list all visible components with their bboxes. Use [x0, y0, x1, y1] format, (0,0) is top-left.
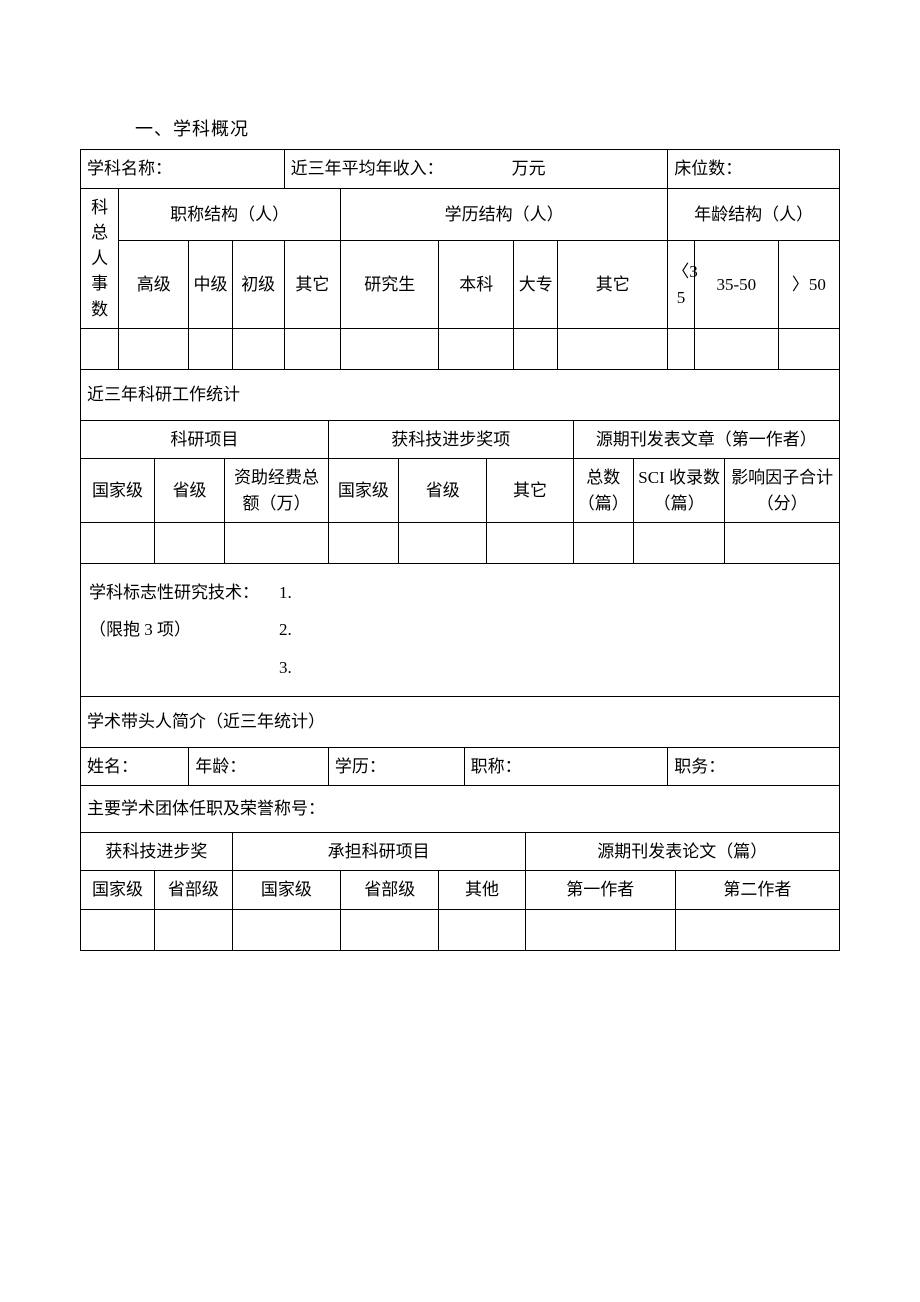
leader-name: 姓名：	[81, 747, 189, 786]
ldr-proj-provmin-val	[341, 909, 439, 950]
award-provincial-val	[399, 523, 487, 564]
proj-national: 国家级	[81, 459, 155, 523]
grad-val	[341, 329, 439, 370]
bachelor-val	[439, 329, 514, 370]
sig-2: 2.	[279, 620, 292, 639]
college-label: 大专	[514, 241, 558, 329]
proj-national-val	[81, 523, 155, 564]
sig-1: 1.	[279, 583, 292, 602]
age-gt50: 〉50	[778, 241, 839, 329]
age-gt50-val	[778, 329, 839, 370]
ldr-proj-provmin: 省部级	[341, 871, 439, 910]
projects-header: 科研项目	[81, 420, 329, 459]
age-3550: 35-50	[694, 241, 778, 329]
ldr-projects-header: 承担科研项目	[232, 832, 525, 871]
award-other-val	[487, 523, 573, 564]
award-national: 国家级	[328, 459, 398, 523]
age-lt35: 〈35	[668, 241, 695, 329]
subject-name-cell: 学科名称：	[81, 150, 285, 189]
section-title: 一、学科概况	[135, 115, 840, 141]
avg-income-label: 近三年平均年收入：	[291, 159, 444, 178]
award-other: 其它	[487, 459, 573, 523]
title-struct-header: 职称结构（人）	[119, 188, 341, 241]
ldr-award-national-val	[81, 909, 155, 950]
junior-label: 初级	[232, 241, 284, 329]
awards-header: 获科技进步奖项	[328, 420, 573, 459]
ldr-awards-header: 获科技进步奖	[81, 832, 233, 871]
paper-sci: SCI 收录数（篇）	[633, 459, 725, 523]
ldr-paper-first-val	[525, 909, 675, 950]
ldr-paper-second-val	[675, 909, 839, 950]
avg-income-cell: 近三年平均年收入： 万元	[284, 150, 668, 189]
avg-income-unit: 万元	[512, 159, 546, 178]
bachelor-label: 本科	[439, 241, 514, 329]
ldr-proj-national-val	[232, 909, 340, 950]
junior-val	[232, 329, 284, 370]
ldr-papers-header: 源期刊发表论文（篇）	[525, 832, 839, 871]
edu-struct-header: 学历结构（人）	[341, 188, 668, 241]
form-table: 学科名称： 近三年平均年收入： 万元 床位数： 科总人事数 职称结构（人） 学历…	[80, 149, 840, 951]
age-lt35-val	[668, 329, 695, 370]
ldr-paper-second: 第二作者	[675, 871, 839, 910]
college-val	[514, 329, 558, 370]
other2-label: 其它	[558, 241, 668, 329]
ldr-award-provmin: 省部级	[154, 871, 232, 910]
grad-label: 研究生	[341, 241, 439, 329]
paper-if: 影响因子合计（分）	[725, 459, 840, 523]
mid-label: 中级	[189, 241, 232, 329]
senior-val	[119, 329, 189, 370]
paper-sci-val	[633, 523, 725, 564]
age-3550-val	[694, 329, 778, 370]
ldr-award-national: 国家级	[81, 871, 155, 910]
paper-total: 总数（篇）	[573, 459, 633, 523]
leader-position: 职务：	[668, 747, 840, 786]
signature-tech-cell: 学科标志性研究技术：1. （限抱 3 项）2. 3.	[81, 564, 840, 697]
senior-label: 高级	[119, 241, 189, 329]
sig-limit: （限抱 3 项）	[89, 611, 279, 648]
ldr-paper-first: 第一作者	[525, 871, 675, 910]
honors-cell: 主要学术团体任职及荣誉称号：	[81, 786, 840, 833]
ldr-proj-national: 国家级	[232, 871, 340, 910]
leader-title: 职称：	[464, 747, 668, 786]
leader-edu: 学历：	[328, 747, 464, 786]
proj-funding-val	[225, 523, 329, 564]
staff-total-val	[81, 329, 119, 370]
papers-header: 源期刊发表文章（第一作者）	[573, 420, 839, 459]
research-header: 近三年科研工作统计	[81, 370, 840, 421]
award-provincial: 省级	[399, 459, 487, 523]
paper-total-val	[573, 523, 633, 564]
paper-if-val	[725, 523, 840, 564]
proj-provincial-val	[154, 523, 224, 564]
beds-cell: 床位数：	[668, 150, 840, 189]
other1-label: 其它	[284, 241, 340, 329]
sig-3: 3.	[279, 658, 292, 677]
sig-label: 学科标志性研究技术：	[89, 574, 279, 611]
age-struct-header: 年龄结构（人）	[668, 188, 840, 241]
proj-provincial: 省级	[154, 459, 224, 523]
proj-funding: 资助经费总额（万）	[225, 459, 329, 523]
leader-header: 学术带头人简介（近三年统计）	[81, 697, 840, 748]
ldr-proj-other-val	[439, 909, 525, 950]
ldr-award-provmin-val	[154, 909, 232, 950]
ldr-proj-other: 其他	[439, 871, 525, 910]
award-national-val	[328, 523, 398, 564]
staff-total-label: 科总人事数	[81, 188, 119, 329]
other2-val	[558, 329, 668, 370]
other1-val	[284, 329, 340, 370]
mid-val	[189, 329, 232, 370]
leader-age: 年龄：	[189, 747, 329, 786]
